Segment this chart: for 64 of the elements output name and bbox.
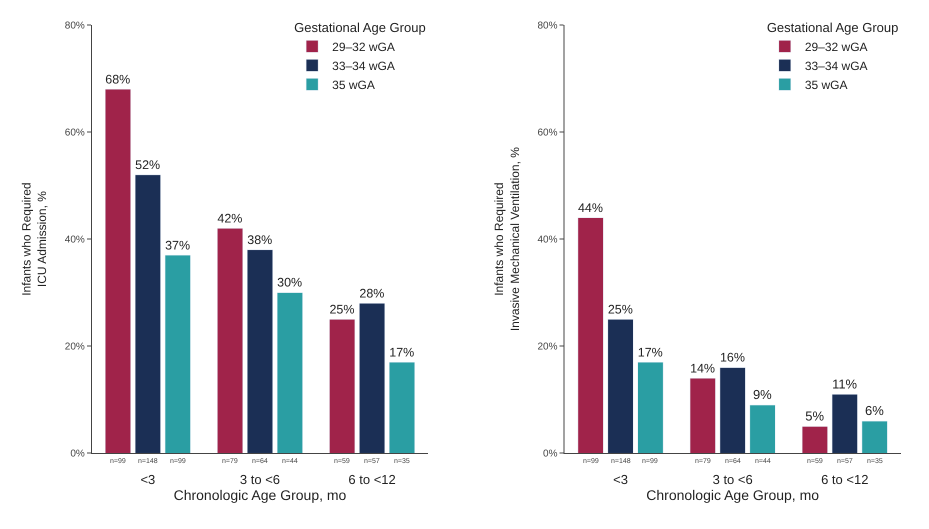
bar: [802, 426, 828, 454]
y-tick-label: 0%: [543, 448, 558, 460]
bar: [720, 367, 746, 454]
legend-title: Gestational Age Group: [766, 20, 898, 35]
bar: [164, 254, 191, 454]
data-label: 11%: [832, 376, 858, 392]
x-tick-label: 6 to <12: [348, 472, 396, 487]
y-tick-label: 80%: [537, 20, 558, 32]
bar: [217, 228, 244, 454]
bar: [247, 250, 273, 454]
bar: [389, 362, 415, 454]
data-label: 68%: [105, 72, 130, 86]
data-label: 17%: [638, 345, 663, 360]
x-tick-label: <3: [140, 472, 156, 487]
data-label: 5%: [805, 408, 824, 424]
data-label: 44%: [578, 200, 603, 215]
data-label: 52%: [135, 158, 160, 172]
legend-label: 33–34 wGA: [332, 59, 395, 74]
data-label: 6%: [865, 403, 884, 418]
bar: [134, 174, 161, 454]
y-tick-label: 20%: [537, 342, 558, 353]
bar: [329, 319, 356, 454]
y-tick-label: 0%: [70, 448, 85, 460]
y-tick-label: 60%: [537, 128, 558, 139]
y-tick-label: 80%: [64, 20, 85, 32]
data-label: 38%: [247, 232, 272, 247]
bar: [637, 362, 664, 454]
bar: [750, 404, 776, 454]
legend-label: 29–32 wGA: [332, 40, 395, 54]
data-label: 17%: [389, 345, 414, 360]
x-tick-label: <3: [613, 472, 628, 487]
legend-label: 35 wGA: [804, 78, 848, 92]
x-axis-title: Chronologic Age Group, mo: [174, 487, 347, 504]
y-axis-title: Infants who Required Invasive Mechanical Ventilation, %: [492, 146, 522, 332]
x-axis-title: Chronologic Age Group, mo: [646, 487, 820, 504]
bar: [105, 88, 131, 454]
bar: [862, 420, 888, 454]
bar: [690, 378, 716, 454]
y-tick-label: 20%: [64, 342, 85, 353]
bar: [832, 394, 858, 454]
legend-title: Gestational Age Group: [294, 20, 426, 35]
data-label: 14%: [690, 361, 716, 376]
data-label: 28%: [359, 286, 384, 300]
x-tick-label: 3 to <6: [240, 472, 280, 487]
y-axis-title: Infants who Required ICU Admission, %: [19, 182, 50, 296]
bar: [276, 292, 303, 454]
bar: [359, 303, 386, 454]
x-tick-label: 3 to <6: [712, 472, 753, 487]
data-label: 42%: [217, 212, 242, 226]
data-label: 25%: [608, 302, 633, 317]
legend-label: 29–32 wGA: [804, 40, 868, 54]
data-label: 16%: [720, 350, 745, 365]
data-label: 25%: [329, 302, 354, 317]
legend-label: 35 wGA: [332, 78, 375, 92]
data-label: 9%: [752, 387, 772, 402]
y-tick-label: 40%: [64, 234, 85, 246]
y-tick-label: 40%: [537, 234, 558, 246]
data-label: 30%: [277, 276, 302, 290]
data-label: 37%: [165, 238, 190, 252]
bar: [578, 217, 604, 454]
bar: [608, 319, 634, 454]
x-tick-label: 6 to <12: [821, 472, 868, 487]
legend-label: 33–34 wGA: [804, 59, 868, 74]
y-tick-label: 60%: [64, 128, 85, 139]
